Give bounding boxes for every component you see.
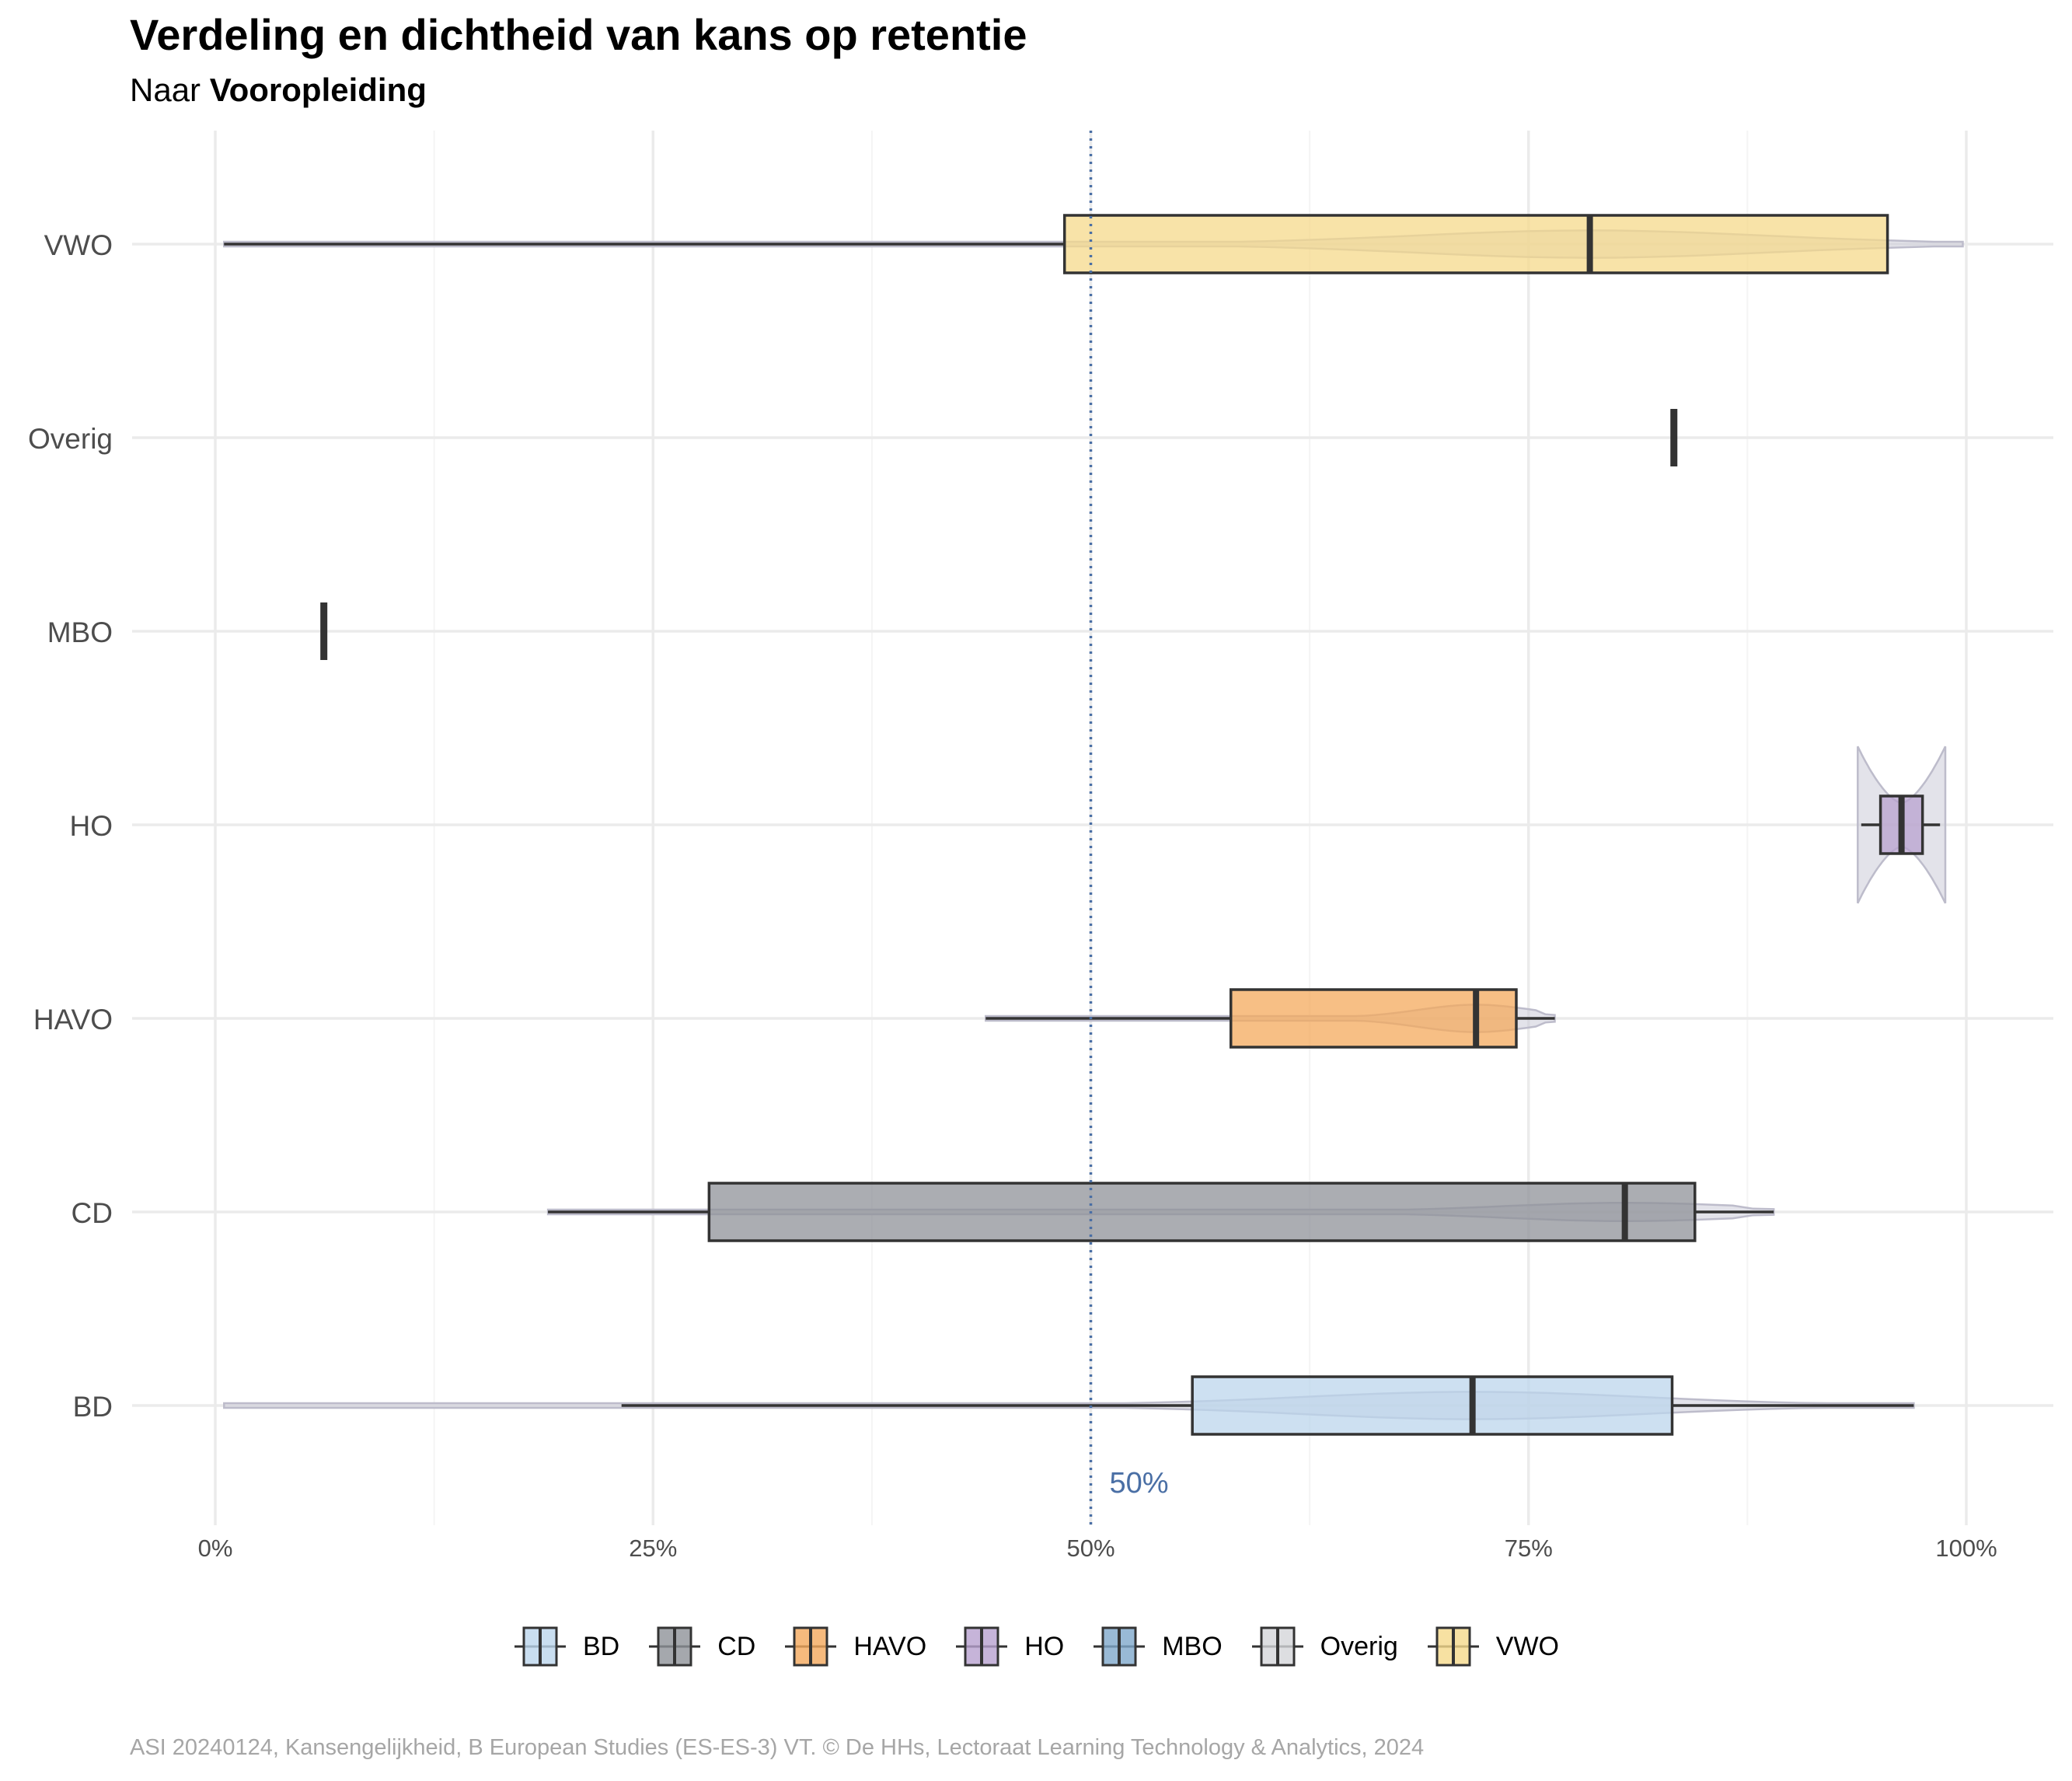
y-tick-label-mbo: MBO	[47, 616, 113, 648]
box-vwo	[1062, 214, 1889, 274]
legend-item-vwo: VWO	[1426, 1623, 1559, 1670]
y-tick-label-havo: HAVO	[33, 1004, 113, 1035]
legend-key-cd	[649, 1626, 701, 1667]
legend-key-ho	[956, 1626, 1008, 1667]
chart-title: Verdeling en dichtheid van kans op reten…	[130, 10, 1027, 59]
y-tick-label-vwo: VWO	[44, 229, 113, 261]
legend-label: BD	[583, 1631, 620, 1661]
legend-key-havo	[785, 1626, 837, 1667]
legend-item-ho: HO	[954, 1623, 1064, 1670]
legend-label: HAVO	[853, 1631, 927, 1661]
box-havo	[1229, 988, 1518, 1049]
y-tick-label-ho: HO	[70, 810, 113, 842]
legend-item-overig: Overig	[1251, 1623, 1398, 1670]
x-tick-label: 75%	[1505, 1535, 1553, 1562]
caption: ASI 20240124, Kansengelijkheid, B Europe…	[130, 1735, 1425, 1760]
legend-key-vwo	[1427, 1626, 1479, 1667]
subtitle-prefix: Naar	[130, 72, 210, 108]
legend-label: HO	[1024, 1631, 1065, 1661]
legend-key-overig	[1251, 1626, 1303, 1667]
x-tick-label: 50%	[1066, 1535, 1114, 1562]
box-bd	[1191, 1375, 1674, 1436]
subtitle-bold: Vooropleiding	[209, 72, 427, 108]
legend-label: MBO	[1162, 1631, 1223, 1661]
legend-item-bd: BD	[513, 1623, 619, 1670]
chart-subtitle: Naar Vooropleiding	[130, 72, 427, 109]
y-tick-label-bd: BD	[73, 1391, 113, 1423]
legend-item-cd: CD	[647, 1623, 755, 1670]
legend-key-bd	[515, 1626, 566, 1667]
x-tick-label: 100%	[1935, 1535, 1997, 1562]
x-tick-label: 25%	[629, 1535, 677, 1562]
legend-item-havo: HAVO	[783, 1623, 926, 1670]
x-tick-label: 0%	[198, 1535, 233, 1562]
legend-label: Overig	[1320, 1631, 1398, 1661]
legend-item-mbo: MBO	[1092, 1623, 1223, 1670]
reference-line-label: 50%	[1110, 1467, 1169, 1500]
legend: BD CD HAVO HO MBO Overig VWO	[0, 1623, 2072, 1670]
legend-label: CD	[717, 1631, 756, 1661]
y-tick-label-overig: Overig	[28, 423, 113, 455]
legend-key-mbo	[1094, 1626, 1146, 1667]
y-tick-label-cd: CD	[72, 1197, 113, 1229]
legend-label: VWO	[1495, 1631, 1559, 1661]
box-cd	[707, 1182, 1697, 1242]
